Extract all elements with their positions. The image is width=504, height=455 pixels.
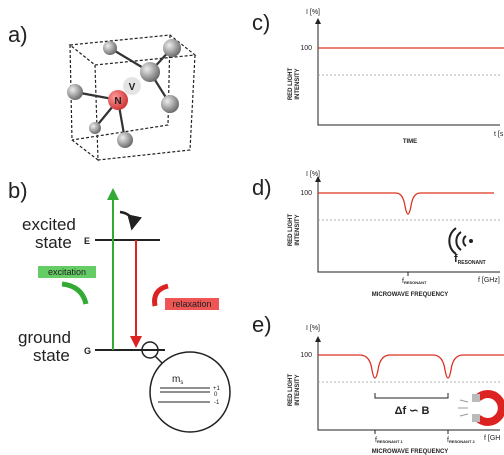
splitting-bracket xyxy=(375,393,448,398)
text-part: INTENSITY xyxy=(295,374,301,405)
crystal xyxy=(67,35,195,160)
text-part: m xyxy=(172,374,180,385)
panel-label: a) xyxy=(8,22,28,47)
shape xyxy=(478,394,502,422)
text-part: s xyxy=(180,380,183,386)
shape xyxy=(103,41,117,55)
text-part: ground xyxy=(18,328,71,347)
x-unit: t [s xyxy=(494,131,504,138)
shape xyxy=(89,122,101,134)
y-unit: I [%] xyxy=(306,325,320,332)
panel-label: b) xyxy=(8,178,28,203)
x-axis-label: MICROWAVE FREQUENCY xyxy=(372,292,449,298)
text-part: state xyxy=(33,346,70,365)
x-tick-label: fRESONANT 1 xyxy=(375,437,404,444)
text-part: INTENSITY xyxy=(295,214,301,245)
y-unit: I [%] xyxy=(306,9,320,16)
text-part: state xyxy=(35,233,72,252)
shape xyxy=(117,132,133,148)
signal-icon xyxy=(449,228,466,254)
spin-value: -1 xyxy=(214,400,220,406)
text-part: excited xyxy=(22,215,76,234)
y-tick-label: 100 xyxy=(300,190,312,197)
relaxation-label: relaxation xyxy=(172,299,211,309)
text-part: RESONANT xyxy=(404,280,427,285)
panel-label: c) xyxy=(252,10,270,35)
text-part: RESONANT 2 xyxy=(449,439,476,444)
x-unit: f [GHz] xyxy=(478,277,500,284)
arrowhead xyxy=(315,18,321,24)
magnet-icon xyxy=(458,394,502,422)
resonance-label: fRESONANT xyxy=(454,253,486,266)
shape xyxy=(456,232,461,250)
figure: a) N V b) excitedstate groundstate E G e… xyxy=(0,0,504,455)
text-part: INTENSITY xyxy=(295,68,301,99)
nitrogen-label: N xyxy=(114,96,121,107)
shape xyxy=(472,414,480,422)
shape xyxy=(161,95,179,113)
y-axis-label: RED LIGHTINTENSITY xyxy=(288,68,301,101)
text-part: RED LIGHT xyxy=(288,214,294,247)
x-tick-label: fRESONANT 2 xyxy=(447,437,476,444)
panel-label: d) xyxy=(252,175,272,200)
shape xyxy=(67,84,83,100)
shape xyxy=(163,39,181,57)
text-part: RESONANT 1 xyxy=(377,439,404,444)
level-label: E xyxy=(84,236,90,246)
intensity-curve xyxy=(318,355,504,378)
shape xyxy=(472,394,480,402)
shape xyxy=(458,400,468,416)
arrowhead xyxy=(130,336,142,348)
text-part: RED LIGHT xyxy=(288,374,294,407)
text-part: RED LIGHT xyxy=(288,68,294,101)
shape xyxy=(140,62,160,82)
splitting-label: Δf ∽ B xyxy=(395,405,430,417)
signal-dot xyxy=(469,239,473,243)
x-unit: f [GH xyxy=(484,435,500,442)
y-unit: I [%] xyxy=(306,171,320,178)
vacancy-label: V xyxy=(129,82,136,93)
arrowhead xyxy=(315,336,321,342)
y-tick-label: 100 xyxy=(300,45,312,52)
x-axis-label: MICROWAVE FREQUENCY xyxy=(372,449,449,455)
shape xyxy=(463,236,466,246)
excitation-label: excitation xyxy=(48,267,86,277)
y-axis-label: RED LIGHTINTENSITY xyxy=(288,214,301,247)
axes xyxy=(318,180,500,272)
intensity-curve xyxy=(318,193,494,214)
x-tick-label: fRESONANT xyxy=(402,278,427,285)
panel-label: e) xyxy=(252,312,272,337)
text-part: RESONANT xyxy=(458,260,486,266)
level-label: G xyxy=(84,346,91,356)
arrowhead xyxy=(107,188,119,200)
curved-arrow xyxy=(120,212,133,228)
axes xyxy=(318,22,500,125)
y-axis-label: RED LIGHTINTENSITY xyxy=(288,374,301,407)
shape xyxy=(449,228,456,254)
y-tick-label: 100 xyxy=(300,352,312,359)
x-axis-label: TIME xyxy=(403,139,417,145)
curved-arrow xyxy=(62,284,86,304)
